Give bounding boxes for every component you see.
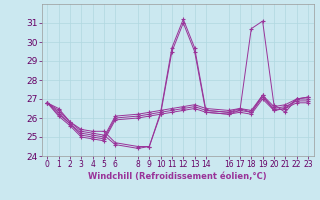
X-axis label: Windchill (Refroidissement éolien,°C): Windchill (Refroidissement éolien,°C) xyxy=(88,172,267,181)
